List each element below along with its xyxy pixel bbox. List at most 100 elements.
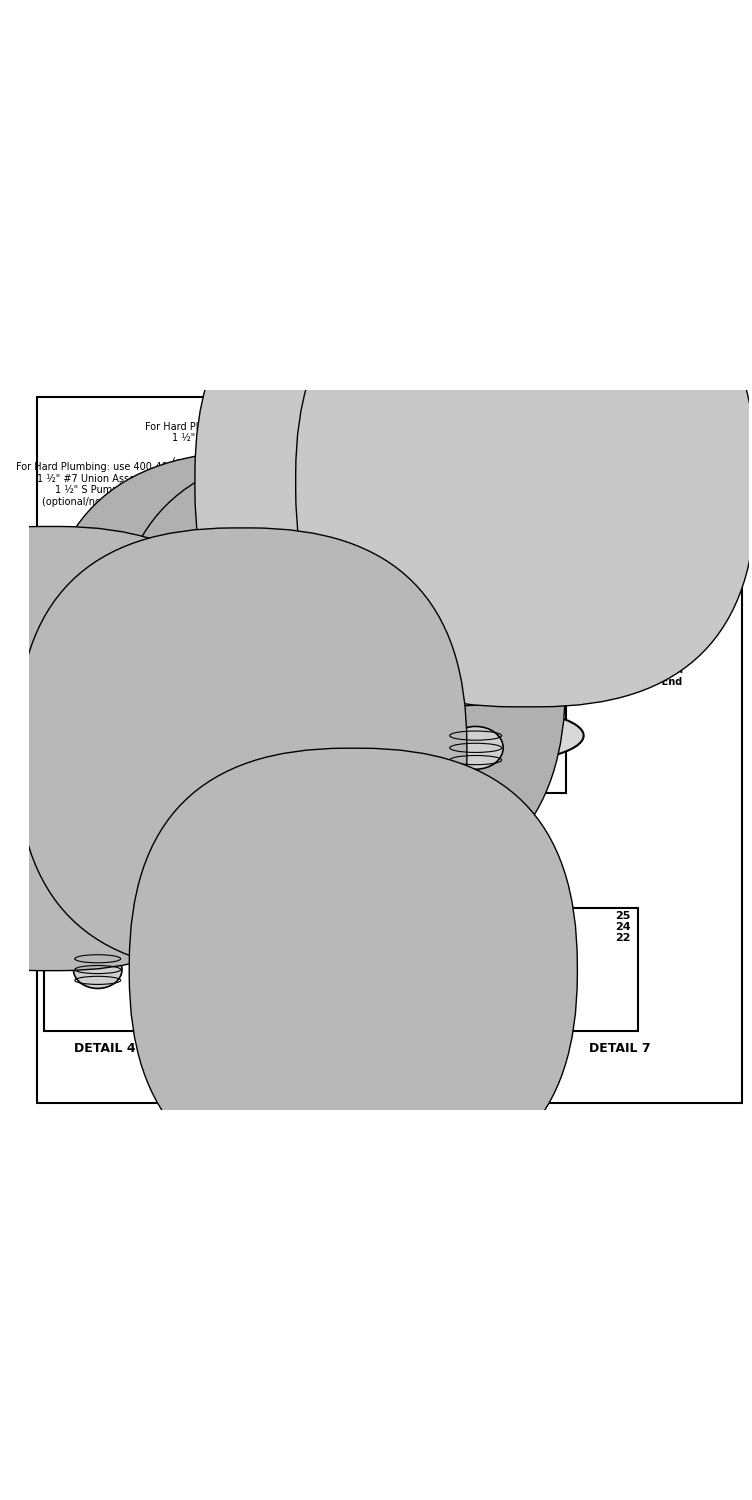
Text: 10: 10	[594, 549, 609, 560]
Text: 5: 5	[572, 504, 581, 515]
Ellipse shape	[375, 454, 577, 729]
Text: 9: 9	[545, 735, 553, 746]
Text: 6: 6	[504, 518, 512, 526]
Text: 13: 13	[629, 594, 644, 604]
Ellipse shape	[432, 452, 519, 509]
Text: 28: 28	[226, 503, 241, 513]
Text: See instructions for proper
valve alignment.: See instructions for proper valve alignm…	[478, 417, 617, 440]
Ellipse shape	[448, 726, 503, 770]
Text: 25: 25	[196, 580, 211, 590]
Text: 2: 2	[639, 648, 647, 658]
Text: 30: 30	[315, 512, 331, 520]
Ellipse shape	[396, 433, 555, 506]
Text: 31: 31	[297, 500, 313, 508]
Text: 18: 18	[422, 716, 438, 724]
Text: 19: 19	[71, 736, 89, 750]
Bar	[180, 909, 307, 1030]
FancyBboxPatch shape	[252, 729, 354, 771]
Text: 7: 7	[542, 723, 550, 732]
Text: 4: 4	[137, 915, 145, 926]
Text: 7: 7	[142, 938, 150, 948]
Text: 14: 14	[597, 645, 613, 656]
Text: 25: 25	[616, 910, 631, 921]
Text: 30: 30	[267, 537, 283, 548]
Text: 22: 22	[159, 640, 174, 651]
FancyBboxPatch shape	[112, 452, 566, 897]
Ellipse shape	[223, 609, 259, 660]
Text: 1: 1	[669, 464, 676, 474]
Text: 31: 31	[350, 495, 366, 506]
FancyBboxPatch shape	[296, 256, 752, 706]
Text: 6: 6	[54, 936, 62, 946]
Text: 21: 21	[367, 928, 383, 939]
Text: 9: 9	[569, 532, 576, 542]
Text: 12: 12	[50, 960, 66, 969]
Text: 6: 6	[429, 723, 436, 732]
Text: 17: 17	[425, 706, 440, 716]
Text: 8: 8	[501, 530, 508, 540]
Bar	[44, 909, 170, 1030]
Text: 19: 19	[161, 700, 178, 714]
Ellipse shape	[368, 706, 584, 765]
Text: 12: 12	[581, 582, 597, 592]
Circle shape	[223, 616, 259, 652]
Ellipse shape	[350, 954, 372, 984]
Text: 19: 19	[196, 648, 212, 658]
Text: 24: 24	[192, 590, 207, 600]
Ellipse shape	[74, 951, 122, 988]
FancyBboxPatch shape	[195, 256, 656, 706]
Bar	[44, 693, 209, 794]
Text: 11: 11	[583, 567, 599, 576]
Text: 29: 29	[238, 586, 253, 596]
Text: 23: 23	[162, 628, 178, 639]
Text: 15: 15	[651, 651, 667, 660]
Text: 12: 12	[421, 748, 437, 758]
Text: 5: 5	[544, 710, 551, 720]
Text: 3: 3	[435, 450, 442, 460]
FancyBboxPatch shape	[362, 951, 453, 988]
Text: 2: 2	[528, 928, 535, 939]
Text: DETAIL 5: DETAIL 5	[254, 1041, 316, 1054]
Text: For Hard Plumbing: use 400-4060
1 ½" #7 Union Assembly
1 ½" S Pump End
(optional: For Hard Plumbing: use 400-4060 1 ½" #7 …	[16, 462, 180, 507]
Text: 8: 8	[427, 735, 435, 746]
FancyBboxPatch shape	[17, 528, 467, 972]
Bar	[317, 909, 461, 1030]
Text: DETAIL 6: DETAIL 6	[413, 1041, 474, 1054]
FancyBboxPatch shape	[40, 452, 493, 897]
Ellipse shape	[238, 734, 263, 766]
Text: DETAIL 1: DETAIL 1	[96, 804, 157, 818]
FancyBboxPatch shape	[0, 526, 276, 970]
Text: 2: 2	[230, 988, 239, 1002]
Text: 4: 4	[616, 489, 623, 500]
Text: 29: 29	[367, 904, 383, 914]
Text: DETAIL 3: DETAIL 3	[456, 804, 517, 818]
Text: 2: 2	[352, 500, 359, 510]
Text: For Hard Plumbing: use 500-1901
1 ½" 90° Sweep Elbow
Union x Slip
(optional/not : For Hard Plumbing: use 500-1901 1 ½" 90°…	[145, 422, 309, 466]
Bar	[400, 693, 566, 794]
Text: DETAIL 2: DETAIL 2	[276, 804, 338, 818]
Text: 21: 21	[198, 618, 214, 628]
Text: 20: 20	[354, 612, 370, 622]
Text: 5: 5	[141, 926, 148, 936]
FancyBboxPatch shape	[61, 728, 163, 770]
Text: 24: 24	[615, 922, 631, 932]
Text: 27: 27	[63, 568, 79, 579]
Text: 20: 20	[359, 708, 377, 720]
Text: 22: 22	[615, 933, 631, 944]
Text: DETAIL 4: DETAIL 4	[74, 1041, 136, 1054]
Text: 19: 19	[343, 590, 358, 598]
Text: 2: 2	[641, 472, 649, 483]
Text: 9: 9	[142, 948, 150, 958]
Text: 21: 21	[251, 700, 268, 714]
Bar	[220, 693, 393, 794]
Text: 23: 23	[524, 951, 539, 962]
Text: 16: 16	[498, 682, 514, 693]
Text: 26: 26	[524, 940, 540, 950]
Text: 28: 28	[117, 603, 133, 613]
Text: 1: 1	[216, 924, 225, 936]
Bar	[479, 909, 638, 1030]
Text: 27: 27	[232, 519, 248, 530]
Text: 8: 8	[54, 946, 62, 957]
Ellipse shape	[454, 436, 497, 465]
Text: DETAIL 7: DETAIL 7	[589, 1041, 650, 1054]
